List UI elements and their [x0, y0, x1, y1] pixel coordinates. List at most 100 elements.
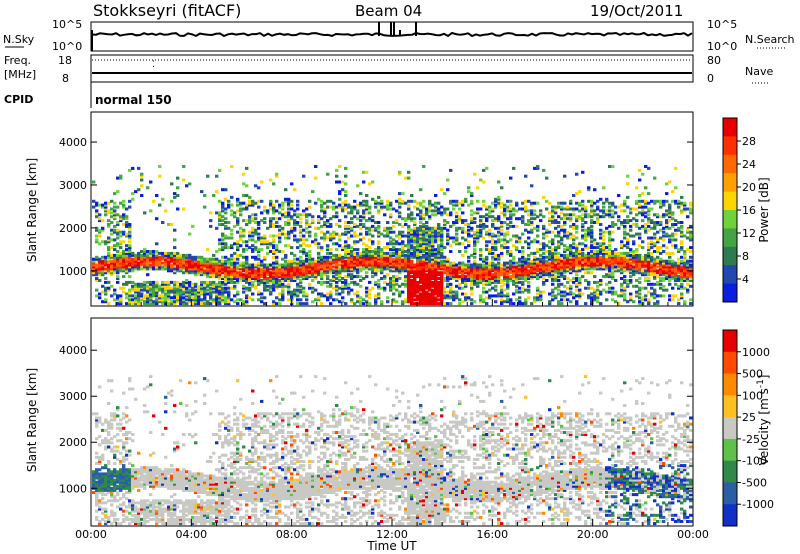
power-cell	[602, 234, 606, 238]
power-cell	[458, 286, 462, 290]
power-cell	[587, 257, 591, 261]
power-cell	[296, 238, 300, 242]
power-cell	[389, 286, 393, 290]
power-cell	[524, 259, 528, 263]
freq-tick-top: 18	[58, 54, 72, 67]
power-cell	[536, 226, 540, 230]
power-cell	[467, 275, 471, 279]
power-cell	[236, 217, 240, 221]
power-cell	[527, 288, 531, 292]
power-cell	[392, 238, 396, 242]
power-cell	[194, 267, 198, 271]
power-cell	[461, 203, 465, 207]
power-cell	[554, 248, 558, 252]
power-cell	[275, 246, 279, 250]
power-cell	[338, 190, 342, 194]
power-cell	[281, 279, 285, 282]
power-cell	[275, 221, 279, 224]
power-cell	[245, 275, 249, 279]
power-cell	[113, 257, 117, 261]
power-cell	[269, 224, 273, 228]
power-cell	[95, 273, 99, 277]
power-cell	[569, 267, 573, 271]
power-cell	[185, 280, 189, 284]
power-cell	[476, 263, 480, 267]
power-cell	[440, 286, 444, 290]
power-cell	[473, 280, 477, 284]
power-cell	[278, 217, 282, 221]
power-cell	[122, 232, 126, 236]
power-cell	[251, 273, 255, 277]
power-cell	[632, 242, 636, 246]
power-cell	[302, 250, 306, 253]
power-cell	[224, 298, 228, 302]
power-cell	[473, 263, 477, 267]
power-cell	[542, 168, 546, 172]
power-cell	[131, 192, 135, 196]
power-cell	[629, 257, 633, 261]
power-cell	[530, 209, 534, 213]
power-cell	[110, 199, 114, 203]
power-cell	[431, 242, 435, 246]
power-cell	[407, 238, 411, 242]
power-cell	[305, 273, 309, 277]
power-cell	[413, 199, 417, 203]
power-cell	[161, 296, 165, 300]
power-cell	[443, 290, 447, 294]
power-cell	[575, 253, 579, 257]
power-cell	[608, 286, 612, 290]
power-cell	[95, 234, 99, 238]
power-cell	[428, 234, 432, 238]
power-cell	[647, 219, 651, 223]
power-cell	[332, 255, 336, 259]
power-cell	[245, 300, 249, 304]
power-cell	[188, 300, 192, 304]
power-cell	[152, 280, 156, 284]
power-cell	[227, 246, 231, 250]
power-cell	[608, 263, 612, 267]
power-cell	[251, 244, 255, 248]
power-cell	[137, 290, 141, 294]
power-cell	[575, 284, 579, 288]
power-cell	[158, 259, 162, 263]
power-cell	[482, 267, 486, 271]
power-cell	[458, 298, 462, 302]
power-cell	[488, 215, 492, 219]
power-cell	[389, 269, 393, 273]
power-cell	[275, 267, 279, 271]
power-cell	[245, 267, 249, 271]
power-cell	[299, 234, 303, 238]
power-cell	[557, 300, 561, 304]
power-cell	[638, 267, 642, 271]
power-cell	[653, 226, 657, 230]
power-cell	[449, 277, 453, 280]
power-cell	[215, 273, 219, 277]
power-cell	[380, 207, 384, 211]
power-cell	[398, 267, 402, 271]
power-cell	[524, 207, 528, 211]
power-cell	[563, 207, 567, 211]
power-cell	[416, 294, 420, 298]
power-cell	[629, 234, 633, 238]
power-cell	[158, 284, 162, 288]
power-cell	[593, 251, 597, 255]
power-cell	[353, 255, 357, 259]
power-cell	[557, 275, 561, 279]
power-cell	[647, 228, 651, 232]
power-cell	[227, 199, 231, 203]
power-cell	[413, 246, 417, 250]
power-cell	[410, 279, 414, 282]
power-cell	[545, 250, 549, 253]
power-cell	[491, 248, 495, 252]
power-cell	[434, 273, 438, 277]
power-cell	[569, 300, 573, 304]
power-cell	[515, 261, 519, 265]
power-cell	[470, 209, 474, 213]
power-cell	[518, 296, 522, 300]
power-cell	[161, 265, 165, 269]
power-cell	[302, 277, 306, 280]
power-cell	[305, 251, 309, 255]
power-cell	[251, 280, 255, 284]
power-cell	[419, 244, 423, 248]
power-cell	[209, 294, 213, 298]
